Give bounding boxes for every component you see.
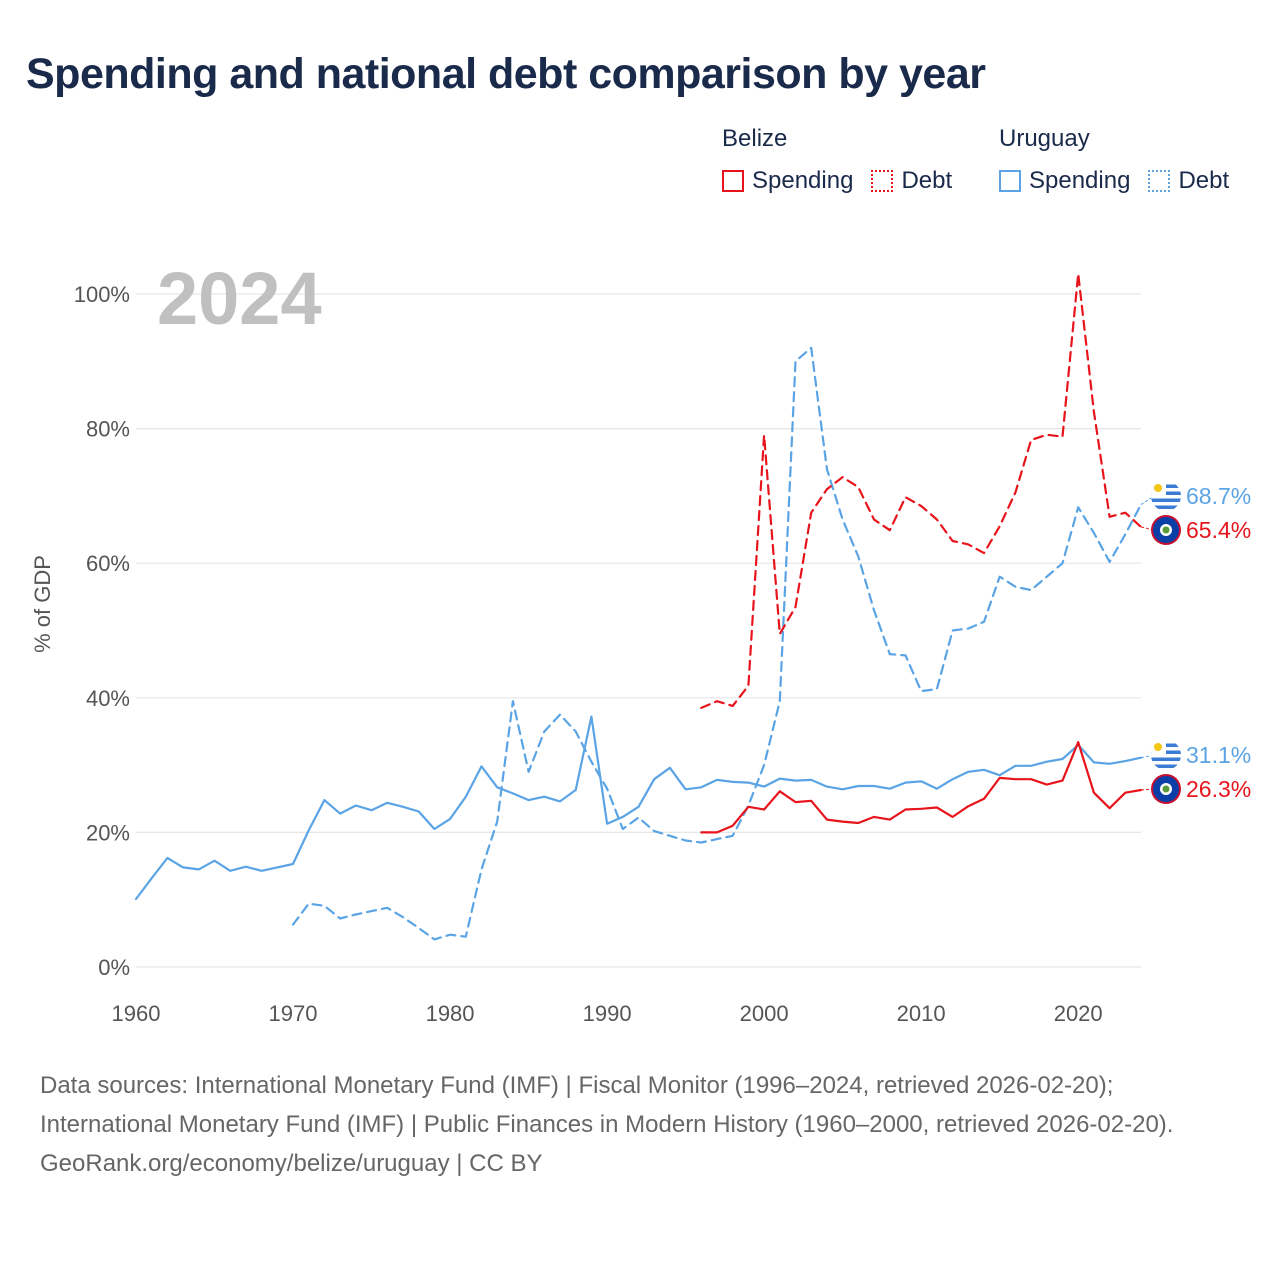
axes: 0% 20% 40% 60% 80% 100% 1960 1970 1980 1990 2000 20… (74, 282, 1103, 1026)
legend-label: Spending (752, 167, 854, 194)
end-value-label: 68.7% (1186, 483, 1251, 509)
end-value-label: 65.4% (1186, 517, 1251, 543)
end-markers: 68.7% 65.4% 31.1% 26.3% (1140, 481, 1251, 804)
legend-item-uruguay-spending[interactable]: Spending (999, 167, 1130, 195)
footer: Data sources: International Monetary Fun… (40, 1066, 1240, 1183)
legend-group-belize: Belize Spending Debt (722, 124, 970, 195)
year-watermark: 2024 (157, 257, 322, 340)
legend-heading-belize: Belize (722, 125, 788, 152)
credit-link[interactable]: GeoRank.org/economy/belize/uruguay | CC … (40, 1150, 543, 1177)
line-chart: 0% 20% 40% 60% 80% 100% 1960 1970 1980 1990 2000 20… (30, 257, 1251, 1026)
legend-item-belize-debt[interactable]: Debt (871, 167, 952, 195)
y-tick-label: 40% (86, 686, 130, 711)
emblem-icon (1162, 526, 1170, 534)
legend-label: Spending (1029, 167, 1131, 194)
uruguay-flag-icon (1151, 481, 1181, 511)
legend-label: Debt (901, 167, 953, 194)
x-tick-label: 1960 (112, 1001, 161, 1026)
legend-item-belize-spending[interactable]: Spending (722, 167, 853, 195)
y-tick-label: 80% (86, 417, 130, 442)
x-tick-label: 1970 (269, 1001, 318, 1026)
x-tick-label: 2020 (1054, 1001, 1103, 1026)
series-line-uruguay-spending[interactable] (134, 715, 1143, 901)
y-axis-label: % of GDP (30, 555, 55, 653)
gridlines (136, 293, 1141, 968)
y-tick-label: 0% (98, 955, 130, 980)
end-value-label: 31.1% (1186, 742, 1251, 768)
end-value-label: 26.3% (1186, 776, 1251, 802)
belize-flag-icon (1151, 515, 1181, 545)
emblem-icon (1162, 785, 1170, 793)
y-tick-label: 100% (74, 282, 130, 307)
legend-swatch-dotted-icon (871, 170, 894, 192)
uruguay-flag-icon (1151, 740, 1181, 770)
legend-swatch-solid-icon (999, 170, 1021, 192)
series-line-belize-spending[interactable] (700, 741, 1143, 834)
legend-swatch-solid-icon (722, 170, 744, 192)
y-tick-label: 60% (86, 551, 130, 576)
legend-swatch-dotted-icon (1148, 170, 1171, 192)
legend-label: Debt (1178, 167, 1230, 194)
sun-icon (1154, 743, 1162, 751)
x-tick-label: 1980 (426, 1001, 475, 1026)
x-tick-label: 2000 (740, 1001, 789, 1026)
sun-icon (1154, 484, 1162, 492)
series-line-uruguay-debt[interactable] (291, 346, 1143, 941)
legend-heading-uruguay: Uruguay (999, 125, 1090, 152)
legend-item-uruguay-debt[interactable]: Debt (1148, 167, 1229, 195)
y-tick-label: 20% (86, 820, 130, 845)
series-line-belize-debt[interactable] (700, 272, 1143, 710)
chart-title: Spending and national debt comparison by… (26, 50, 986, 98)
x-tick-label: 1990 (583, 1001, 632, 1026)
legend-group-uruguay: Uruguay Spending Debt (999, 124, 1229, 195)
x-tick-label: 2010 (897, 1001, 946, 1026)
data-sources: Data sources: International Monetary Fun… (40, 1072, 1174, 1138)
belize-flag-icon (1151, 774, 1181, 804)
series (134, 272, 1143, 941)
